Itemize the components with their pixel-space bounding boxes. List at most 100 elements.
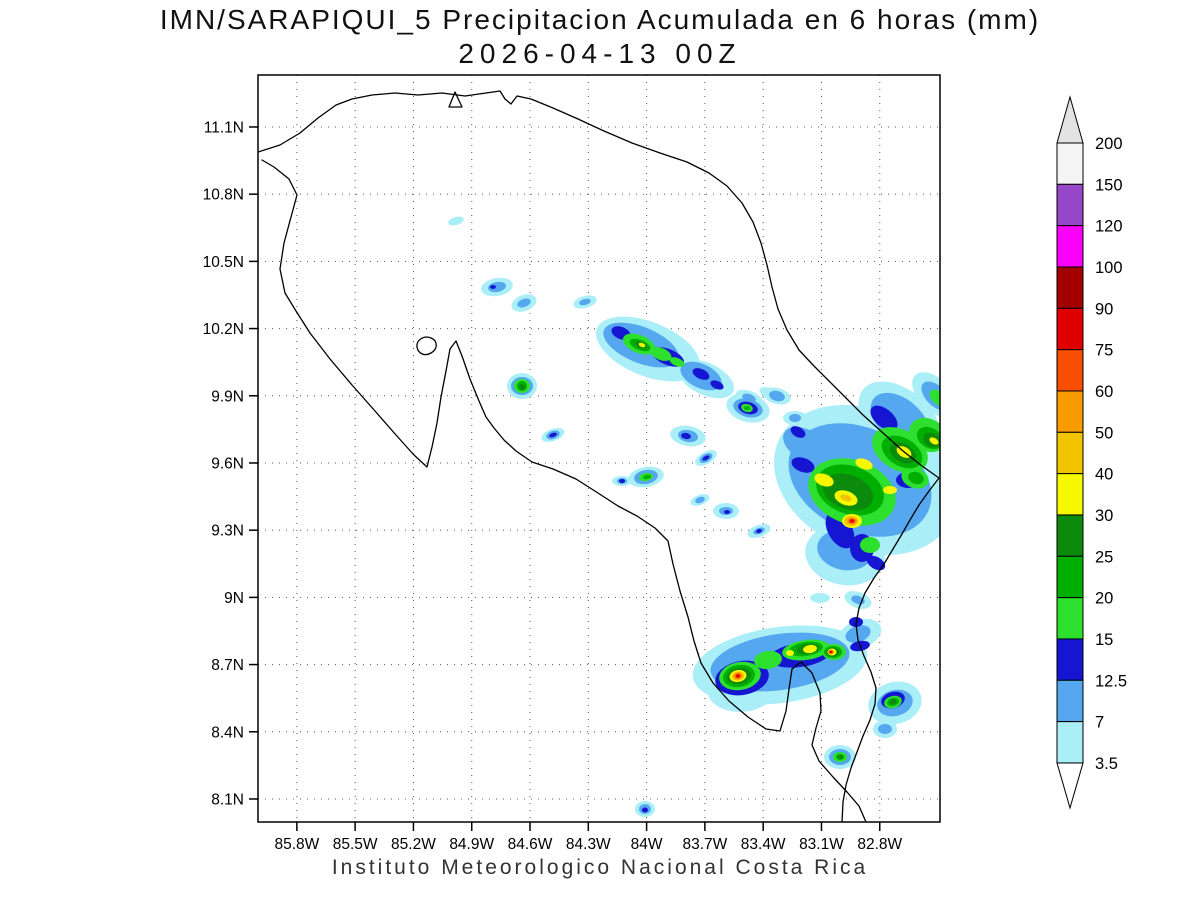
precip-cell	[619, 479, 625, 483]
precip-cell	[710, 380, 724, 390]
precipitation-field	[448, 216, 940, 817]
colorbar-segment	[1056, 183, 1084, 227]
precip-cell	[810, 593, 830, 603]
colorbar-label: 200	[1095, 135, 1123, 153]
lon-tick-label: 84.3W	[566, 836, 611, 853]
colorbar-label: 12.5	[1095, 672, 1127, 690]
precip-cell	[929, 437, 939, 445]
precip-cell	[681, 432, 691, 440]
precip-cell	[638, 342, 646, 348]
title-line-2: 2026-04-13 00Z	[458, 38, 742, 69]
precip-cell	[845, 625, 871, 643]
lat-tick-label: 10.5N	[203, 254, 244, 271]
precip-cell	[517, 298, 531, 308]
precip-cell	[756, 528, 762, 534]
precip-cell	[643, 474, 651, 480]
colorbar-label: 3.5	[1095, 755, 1118, 773]
coastline-caribbean-and-border	[258, 90, 940, 822]
precip-cell	[448, 216, 464, 226]
colorbar-label: 20	[1095, 590, 1113, 608]
precip-cell	[866, 555, 886, 571]
precip-cell	[736, 674, 740, 678]
colorbar-segment	[1056, 431, 1084, 475]
small-triangle-feature	[448, 91, 463, 108]
lat-tick-label: 9N	[224, 590, 244, 607]
colorbar-label: 30	[1095, 507, 1113, 525]
precip-cell	[783, 426, 829, 464]
lon-tick-label: 84.6W	[508, 836, 553, 853]
precip-cell	[791, 457, 815, 473]
chira-island	[416, 336, 437, 356]
coastline-pacific	[261, 159, 867, 822]
lon-tick-label: 82.8W	[857, 836, 902, 853]
colorbar-segment	[1056, 721, 1084, 764]
precip-cell	[786, 650, 794, 656]
colorbar-label: 15	[1095, 631, 1113, 649]
lon-tick-label: 83.1W	[799, 836, 844, 853]
precip-cell	[889, 699, 897, 705]
lat-tick-label: 8.7N	[211, 657, 244, 674]
precip-cell	[642, 807, 648, 813]
colorbar-segment	[1056, 349, 1084, 392]
source-caption: Instituto Meteorologico Nacional Costa R…	[331, 856, 869, 879]
colorbar-label: 120	[1095, 218, 1123, 236]
precip-cell	[549, 432, 557, 438]
precip-cell	[490, 285, 496, 289]
colorbar-label: 90	[1095, 300, 1113, 318]
precip-cell	[579, 298, 591, 306]
colorbar-label: 25	[1095, 548, 1113, 566]
colorbar-label: 7	[1095, 714, 1104, 732]
precip-cell	[855, 458, 873, 470]
precip-cell	[883, 486, 897, 494]
lon-tick-label: 84.9W	[449, 836, 494, 853]
precip-cell	[488, 281, 506, 293]
lon-tick-label: 83.7W	[682, 836, 727, 853]
colorbar-arrow-top	[1056, 95, 1084, 144]
map-frame	[257, 74, 941, 823]
lon-tick-label: 85.5W	[333, 836, 378, 853]
colorbar-label: 60	[1095, 383, 1113, 401]
precip-cell	[695, 496, 705, 504]
colorbar-segment	[1056, 390, 1084, 433]
precip-cell	[840, 494, 852, 502]
colorbar-segment	[1056, 266, 1084, 309]
precip-cell	[519, 384, 525, 390]
lat-tick-label: 11.1N	[204, 119, 244, 136]
lat-tick-label: 8.4N	[211, 724, 244, 741]
lon-tick-label: 85.8W	[274, 836, 319, 853]
colorbar-arrow-bottom	[1056, 762, 1084, 810]
colorbar-segment	[1056, 555, 1084, 599]
precip-cell	[754, 650, 782, 670]
lon-tick-label: 83.4W	[741, 836, 786, 853]
precip-cell	[860, 537, 880, 553]
axis-ticks	[249, 126, 881, 831]
colorbar: 200 150 120 100 90 75 60 50 40 30 25 20 15 12.5 7 3.5	[1056, 95, 1127, 810]
colorbar-segment	[1056, 597, 1084, 640]
axis-tick-labels: 85.8W 85.5W 85.2W 84.9W 84.6W 84.3W 84W 83.7W 83…	[203, 119, 903, 853]
precip-cell	[814, 473, 834, 487]
coastlines	[258, 90, 940, 822]
figure-title: IMN/SARAPIQUI_5 Precipitacion Acumulada …	[0, 4, 1200, 70]
colorbar-label: 40	[1095, 466, 1113, 484]
lat-tick-label: 9.9N	[211, 388, 244, 405]
lat-tick-label: 10.8N	[203, 187, 244, 204]
precip-cell	[769, 390, 785, 402]
precip-cell	[702, 455, 710, 461]
title-line-1: IMN/SARAPIQUI_5 Precipitacion Acumulada …	[159, 4, 1041, 35]
colorbar-label: 50	[1095, 424, 1113, 442]
lon-tick-label: 85.2W	[391, 836, 436, 853]
colorbar-label: 75	[1095, 342, 1113, 360]
precip-cell	[669, 357, 685, 367]
lon-tick-label: 84W	[631, 836, 663, 853]
precip-cell	[850, 519, 854, 523]
lat-tick-label: 10.2N	[203, 321, 244, 338]
colorbar-label: 150	[1095, 176, 1123, 194]
precip-cell	[803, 644, 817, 654]
precip-cell	[692, 368, 710, 380]
colorbar-segment	[1056, 514, 1084, 557]
precip-cell	[908, 471, 924, 485]
precip-cell	[829, 650, 833, 654]
colorbar-label: 100	[1095, 259, 1123, 277]
